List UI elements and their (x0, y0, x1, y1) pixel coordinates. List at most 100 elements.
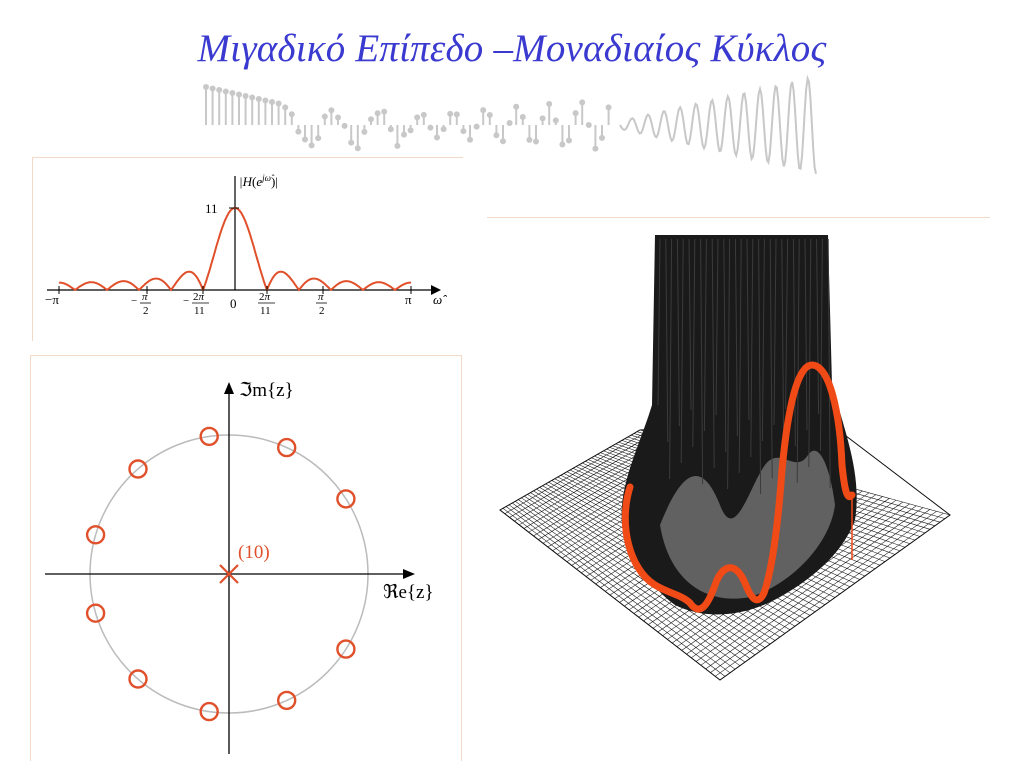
deco-stem-dot (440, 126, 447, 133)
frequency-response-panel: 11 |H(ejω̂)| ω̂ −π − π 2 − 2π 11 (32, 157, 463, 341)
mesh-line (695, 505, 917, 662)
deco-stem-dot (348, 139, 355, 146)
deco-stem-dot (315, 135, 322, 142)
deco-stem-dot (341, 122, 348, 129)
column-streak (781, 238, 785, 463)
column-streak (657, 238, 661, 406)
zero-marker (128, 459, 148, 479)
imag-axis-arrow (224, 382, 234, 394)
zero-marker (336, 489, 356, 509)
deco-stem-dot (552, 117, 559, 124)
deco-stem-dot (401, 131, 407, 138)
column-streak (827, 238, 831, 489)
deco-stem-dot (519, 114, 526, 121)
deco-stem-dot (546, 101, 553, 108)
svg-text:2π: 2π (259, 291, 271, 303)
peak-label: 11 (205, 201, 218, 216)
tick-label-pi: π (405, 292, 412, 307)
column-streak (680, 238, 684, 464)
deco-stem-dot (302, 136, 308, 143)
svg-text:11: 11 (194, 305, 205, 317)
freq-x-label: ω̂ (433, 292, 447, 307)
tick-label-neg-2pi-11: − 2π 11 (183, 291, 209, 317)
deco-stem-dot (288, 111, 295, 118)
svg-text:11: 11 (260, 305, 271, 317)
unit-circle-response-curve (621, 361, 856, 613)
deco-stem-dot (374, 110, 381, 117)
column-streak (792, 238, 796, 447)
tick-label-2pi-11: 2π 11 (258, 291, 275, 317)
column-streak (746, 238, 750, 421)
column-streak (669, 238, 673, 480)
deco-stem-dot (222, 88, 229, 95)
deco-stem-dot (321, 113, 328, 120)
deco-stem-dot (361, 128, 368, 135)
deco-stem-dot (255, 96, 262, 102)
deco-stem-dot (434, 134, 440, 141)
freq-x-arrow (431, 285, 441, 295)
column-streak (711, 238, 715, 469)
deco-stem-dot (572, 110, 579, 117)
column-streak (715, 238, 719, 416)
z-transform-surface-plot (499, 235, 951, 681)
deco-stem-dot (335, 114, 341, 121)
deco-stem-dot (328, 107, 335, 114)
deco-stem-dot (467, 136, 473, 143)
deco-stem-dot (506, 120, 513, 127)
deco-stem-dot (585, 122, 592, 129)
zero-marker (128, 669, 148, 689)
column-streak (773, 238, 777, 426)
real-axis-label: ℜe{z} (383, 582, 434, 603)
deco-stem-dot (526, 136, 533, 143)
deco-stem-dot (269, 99, 275, 105)
frequency-response-plot: 11 |H(ejω̂)| ω̂ −π − π 2 − 2π 11 (45, 173, 447, 317)
tick-label-zero: 0 (230, 296, 237, 311)
svg-text:2: 2 (143, 305, 149, 317)
column-streak (727, 238, 731, 490)
deco-stem-dot (559, 141, 566, 148)
zero-marker (85, 525, 106, 545)
mesh-line (700, 507, 924, 666)
deco-stem-dot (605, 104, 612, 111)
tick-label-pi-half: π 2 (316, 291, 327, 317)
deco-stem-dot (500, 138, 506, 145)
svg-text:−: − (131, 295, 137, 307)
deco-stem-dot (249, 94, 256, 101)
z-plane-plot: ℑm{z} ℜe{z} (10) (45, 380, 434, 754)
column-streak (723, 238, 727, 453)
deco-stem-dot (493, 132, 500, 139)
column-streak (703, 238, 707, 432)
svg-text:π: π (142, 291, 148, 303)
deco-stem-dot (599, 134, 605, 141)
column-streak (750, 238, 754, 458)
deco-stem-dot (414, 114, 421, 121)
column-streak (761, 238, 765, 442)
deco-stem-dot (420, 111, 427, 118)
pole-marker (219, 564, 239, 584)
deco-stem-dot (387, 126, 394, 133)
zero-marker (276, 690, 297, 711)
deco-stem-dot (394, 142, 401, 149)
deco-stem-dot (460, 128, 467, 135)
deco-stem-dot (579, 99, 586, 106)
real-axis-arrow (403, 569, 415, 579)
zeros-group (85, 426, 356, 722)
column-streak (692, 238, 696, 448)
deco-stem-dot (513, 103, 520, 110)
deco-stem-dot (203, 84, 209, 90)
zero-marker (199, 701, 219, 722)
pole-multiplicity-label: (10) (238, 542, 270, 563)
column-streak (785, 238, 789, 410)
column-streak (734, 238, 738, 437)
freq-y-label: |H(ejω̂)| (239, 173, 278, 189)
column-streak (819, 238, 823, 452)
column-streak (676, 238, 680, 427)
zero-marker (276, 437, 297, 458)
column-streak (688, 238, 692, 411)
deco-stem-dot (486, 112, 493, 119)
deco-stem-dot (592, 145, 599, 152)
tick-label-neg-pi: −π (45, 292, 59, 307)
deco-stem-dot (539, 115, 546, 122)
column-streak (808, 238, 812, 468)
column-streak (738, 238, 742, 474)
